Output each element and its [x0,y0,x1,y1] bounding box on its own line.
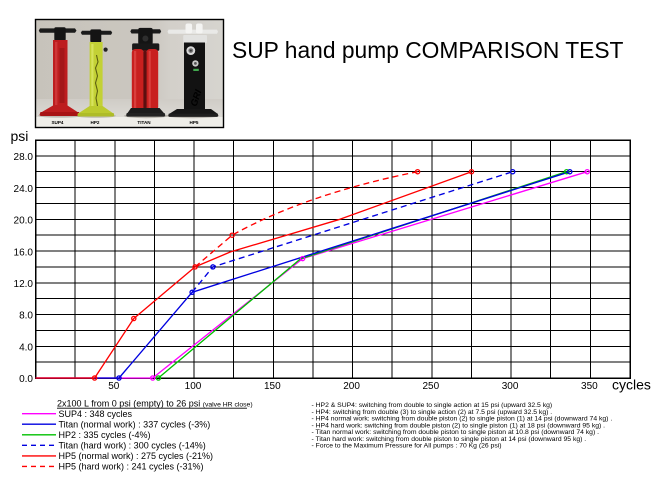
svg-text:150: 150 [264,381,281,392]
svg-text:SUP4: SUP4 [51,120,63,125]
svg-text:- Titan normal work: switchin: - Titan normal work: switching from doub… [312,429,600,436]
svg-text:HP5 (normal work) : 275 cycles: HP5 (normal work) : 275 cycles (-21%) [59,451,214,461]
svg-text:- HP2 & SUP4: switching from d: - HP2 & SUP4: switching from double to s… [312,402,553,409]
svg-text:8.0: 8.0 [19,311,33,322]
svg-text:12.0: 12.0 [14,279,34,290]
svg-text:0.0: 0.0 [19,374,33,385]
svg-text:SUP4 : 348 cycles: SUP4 : 348 cycles [59,409,133,419]
svg-text:HP2 : 335 cycles (-4%): HP2 : 335 cycles (-4%) [59,430,151,440]
svg-text:Titan (hard work) : 300 cycles: Titan (hard work) : 300 cycles (-14%) [59,441,206,451]
svg-text:50: 50 [108,381,120,392]
svg-text:28.0: 28.0 [14,152,34,163]
svg-text:- Force to the Maximum Pressur: - Force to the Maximum Pressure for All … [312,443,502,450]
svg-text:16.0: 16.0 [14,247,34,258]
svg-text:HP2: HP2 [91,120,100,125]
svg-text:cycles: cycles [612,377,651,393]
svg-text:TITAN: TITAN [137,120,151,125]
svg-text:200: 200 [343,381,360,392]
svg-text:HP5 (hard work) : 241 cycles (: HP5 (hard work) : 241 cycles (-31%) [59,462,204,472]
svg-text:Titan (normal work) : 337 cycl: Titan (normal work) : 337 cycles (-3%) [59,419,211,429]
svg-text:20.0: 20.0 [14,216,34,227]
svg-text:4.0: 4.0 [19,343,33,354]
svg-text:psi: psi [11,128,29,144]
svg-text:2x100 L from 0 psi (empty) to: 2x100 L from 0 psi (empty) to 26 psi (va… [57,399,253,409]
svg-text:- HP4: switching from double: - HP4: switching from double (3) to sing… [312,409,553,416]
svg-text:HP5: HP5 [190,120,199,125]
svg-text:SUP hand pump COMPARISON TEST: SUP hand pump COMPARISON TEST [232,37,624,63]
svg-text:250: 250 [422,381,439,392]
svg-text:- Titan hard work: switching: - Titan hard work: switching from double… [312,436,587,443]
svg-text:- HP4 hard work: switching fr: - HP4 hard work: switching from double p… [312,422,606,429]
svg-text:24.0: 24.0 [14,184,34,195]
svg-text:300: 300 [502,381,519,392]
svg-text:100: 100 [185,381,202,392]
svg-text:350: 350 [581,381,598,392]
svg-text:- HP4 normal work: switching: - HP4 normal work: switching from double… [312,416,613,423]
svg-text:GRI: GRI [189,88,205,108]
